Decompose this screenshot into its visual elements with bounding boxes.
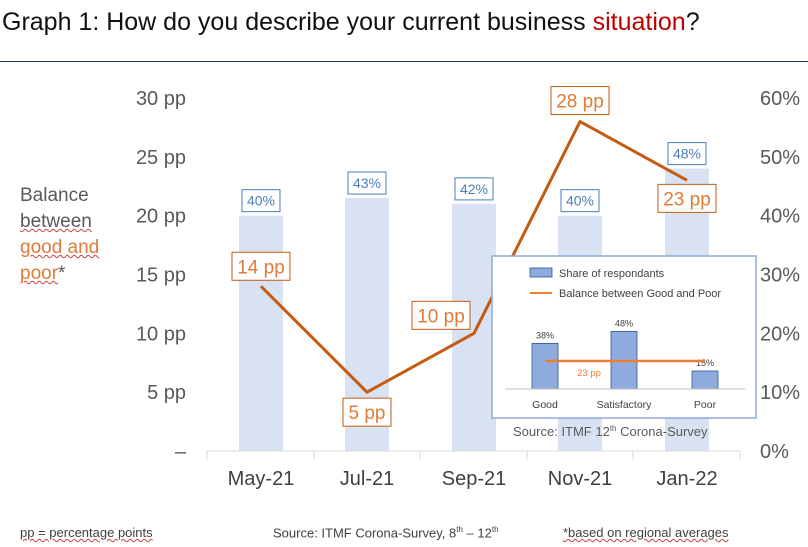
bar-label-box — [454, 177, 494, 201]
line-data-label: 23 pp — [663, 189, 711, 210]
inset-line-label: 23 pp — [577, 368, 601, 379]
line-label-box — [231, 251, 291, 281]
inset-x-tick-label: Good — [532, 399, 558, 411]
x-tick-label: Nov-21 — [548, 468, 612, 490]
inset-x-tick-label: Poor — [694, 399, 717, 411]
left-axis-label: Balance between good and poor* — [20, 185, 100, 284]
left-axis-tick: 30 pp — [136, 88, 186, 110]
x-tick-label: Jul-21 — [340, 468, 394, 490]
bar-data-label: 40% — [566, 193, 594, 209]
left-axis-tick: 15 pp — [136, 265, 186, 287]
chart-title: Graph 1: How do you describe your curren… — [2, 8, 700, 36]
bar-data-label: 43% — [353, 175, 381, 191]
line-data-label: 5 pp — [349, 403, 386, 424]
bar-label-box — [241, 189, 281, 213]
inset-source: Source: ITMF 12th Corona-Survey — [513, 424, 708, 439]
x-tick-label: May-21 — [228, 468, 295, 490]
right-axis-tick: 30% — [760, 265, 800, 287]
inset-legend-line-label: Balance between Good and Poor — [559, 288, 721, 300]
bar-May-21 — [239, 215, 283, 451]
line-data-label: 28 pp — [556, 92, 604, 113]
left-axis-tick: 5 pp — [147, 382, 186, 404]
inset-bar-label: 48% — [615, 318, 633, 328]
inset-x-tick-label: Satisfactory — [597, 399, 653, 411]
line-data-label: 10 pp — [417, 306, 465, 327]
line-label-box — [550, 86, 610, 116]
bar-data-label: 48% — [673, 146, 701, 162]
bar-data-label: 42% — [460, 181, 488, 197]
right-axis-tick: 60% — [760, 88, 800, 110]
x-tick-label: Jan-22 — [656, 468, 717, 490]
left-axis-tick: 10 pp — [136, 323, 186, 345]
inset-bar-good — [531, 342, 559, 390]
footer-source: Source: ITMF Corona-Survey, 8th – 12th — [273, 525, 499, 541]
right-axis-tick: 20% — [760, 323, 800, 345]
bar-label-box — [667, 142, 707, 166]
line-data-label: 14 pp — [237, 257, 285, 278]
footer-footnote: *based on regional averages — [563, 525, 729, 540]
bar-label-box — [347, 171, 387, 195]
inset-legend-bar-label: Share of respondants — [559, 268, 665, 280]
balance-line — [259, 120, 688, 394]
title-accent: situation — [592, 8, 686, 36]
line-label-box — [657, 183, 717, 213]
inset-bar-label: 15% — [696, 358, 714, 368]
left-axis-tick: 25 pp — [136, 147, 186, 169]
inset-bar-poor — [691, 370, 719, 390]
line-label-box — [342, 397, 392, 427]
left-axis-tick: – — [175, 441, 187, 463]
x-tick-label: Sep-21 — [442, 468, 507, 490]
right-axis-tick: 0% — [760, 441, 789, 463]
bar-data-label: 40% — [247, 193, 275, 209]
inset-bar-label: 38% — [536, 330, 554, 340]
right-axis-tick: 40% — [760, 206, 800, 228]
title-divider — [0, 61, 808, 62]
right-axis-tick: 50% — [760, 147, 800, 169]
right-axis-tick: 10% — [760, 382, 800, 404]
line-label-box — [411, 300, 471, 330]
left-axis-tick: 20 pp — [136, 206, 186, 228]
footer-note: pp = percentage points — [20, 525, 153, 540]
bar-label-box — [560, 189, 600, 213]
inset-legend-bar-swatch — [529, 267, 553, 278]
